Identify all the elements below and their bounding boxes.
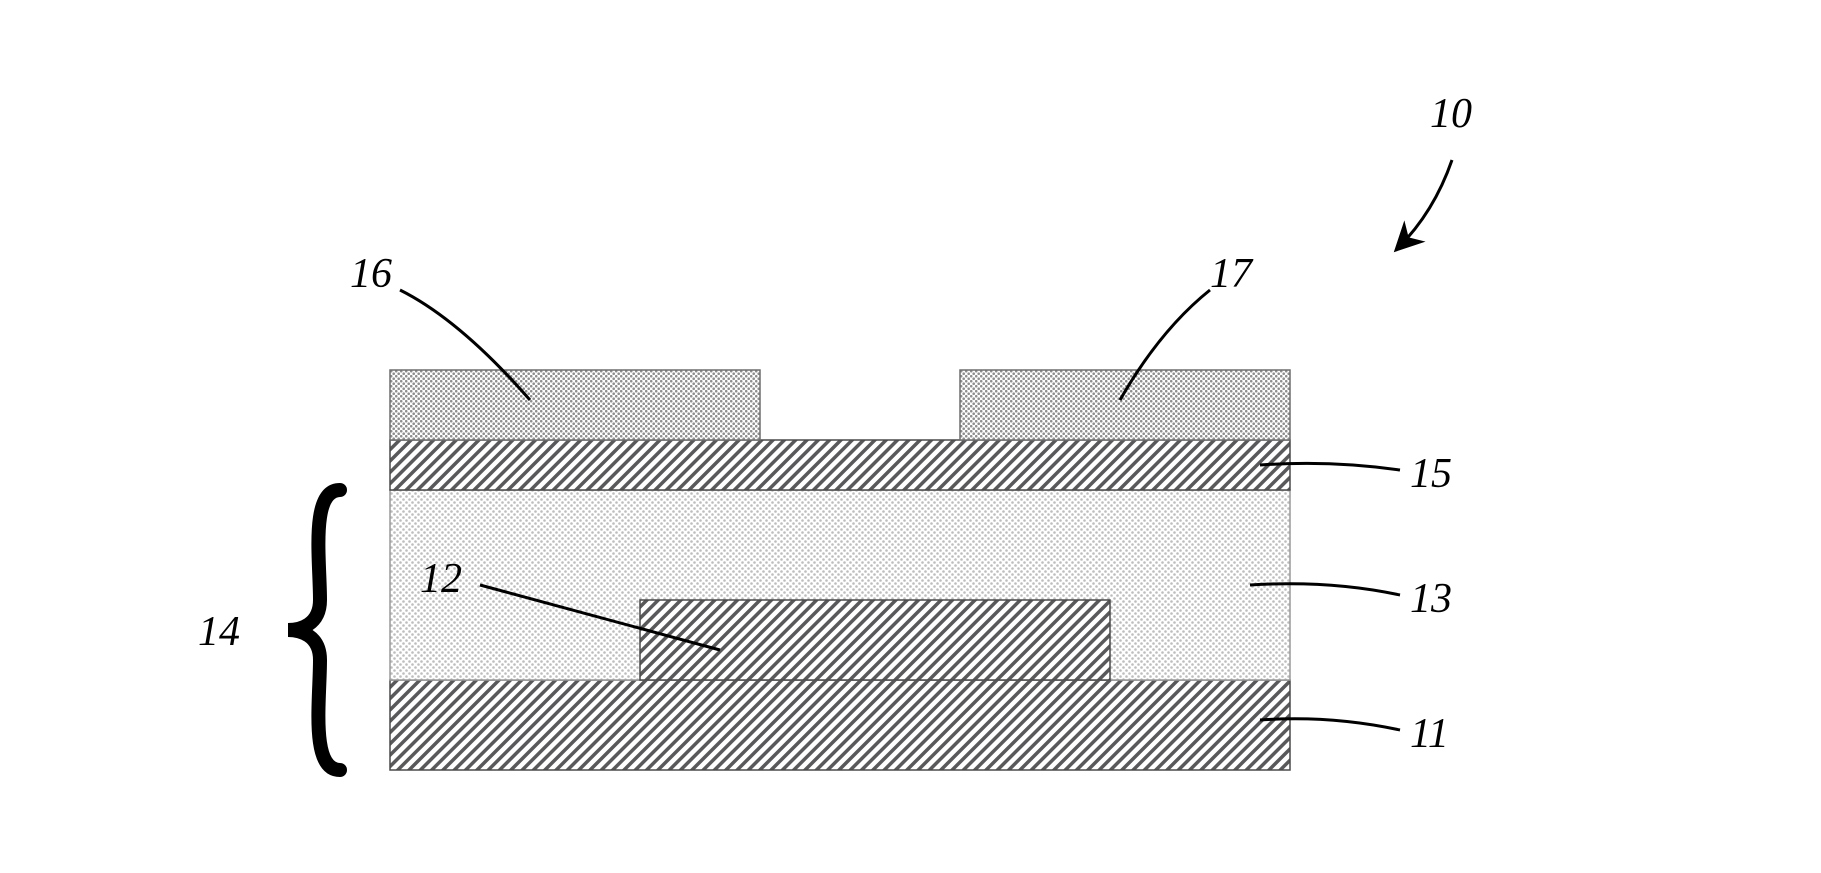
label-10: 10 bbox=[1430, 90, 1472, 138]
electrode-left-16 bbox=[390, 370, 760, 440]
layer-semiconductor-15 bbox=[390, 440, 1290, 490]
electrode-right-17 bbox=[960, 370, 1290, 440]
layer-substrate-11 bbox=[390, 680, 1290, 770]
label-13: 13 bbox=[1410, 575, 1452, 623]
label-15: 15 bbox=[1410, 450, 1452, 498]
label-11: 11 bbox=[1410, 710, 1449, 758]
brace-14 bbox=[288, 490, 340, 770]
label-16: 16 bbox=[350, 250, 392, 298]
label-14: 14 bbox=[198, 608, 240, 656]
assembly-arrow-10 bbox=[1398, 160, 1452, 248]
layer-gate-12 bbox=[640, 600, 1110, 680]
label-12: 12 bbox=[420, 555, 462, 603]
figure-canvas bbox=[0, 0, 1821, 873]
label-17: 17 bbox=[1210, 250, 1252, 298]
